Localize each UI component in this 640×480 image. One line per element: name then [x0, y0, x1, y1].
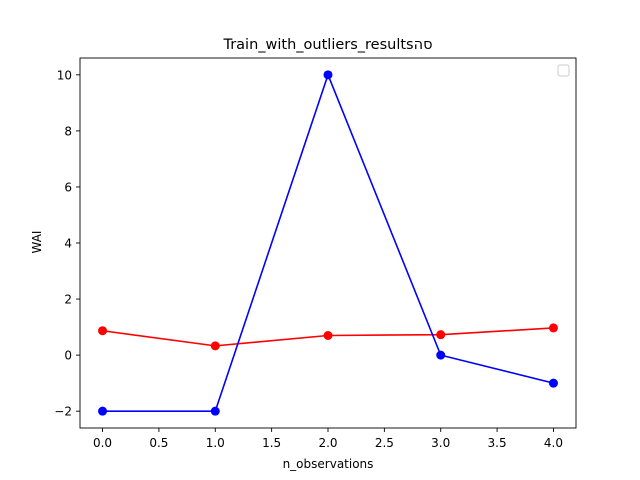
y-tick-label: 6 — [64, 180, 72, 194]
x-tick-label: 3.5 — [488, 436, 507, 450]
series-2-point — [98, 406, 108, 416]
plot-area: 0.0 0.5 1.0 1.5 2.0 2.5 3.0 3.5 4.0 −2 0 2 4 6 8 10 — [54, 57, 577, 450]
series-2-point — [210, 406, 220, 416]
y-tick-label: 0 — [64, 349, 72, 363]
x-tick-label: 1.0 — [206, 436, 225, 450]
series-2-point — [436, 350, 446, 360]
y-tick-label: −2 — [54, 405, 72, 419]
x-tick-label: 3.0 — [431, 436, 450, 450]
series-1-point — [210, 341, 220, 351]
y-tick-label: 2 — [64, 293, 72, 307]
x-tick-label: 4.0 — [544, 436, 563, 450]
series-1-point — [548, 323, 558, 333]
chart-title: Train_with_outliers_resultsסה — [222, 37, 432, 53]
x-axis-label: n_observations — [283, 457, 374, 471]
series-2-point — [548, 378, 558, 388]
y-axis-label: WAI — [30, 231, 44, 254]
x-tick-label: 2.0 — [318, 436, 337, 450]
series-1-point — [323, 331, 333, 340]
y-tick-label: 4 — [64, 237, 72, 251]
series-1-point — [98, 326, 108, 336]
y-tick-label: 10 — [57, 68, 72, 82]
x-tick-label: 0.5 — [149, 436, 168, 450]
series-1-point — [436, 330, 446, 340]
x-tick-label: 0.0 — [93, 436, 112, 450]
x-tick-label: 2.5 — [375, 436, 394, 450]
legend-box — [557, 64, 570, 77]
y-tick-label: 8 — [64, 124, 72, 138]
series-2-point — [323, 70, 333, 80]
x-tick-label: 1.5 — [262, 436, 281, 450]
